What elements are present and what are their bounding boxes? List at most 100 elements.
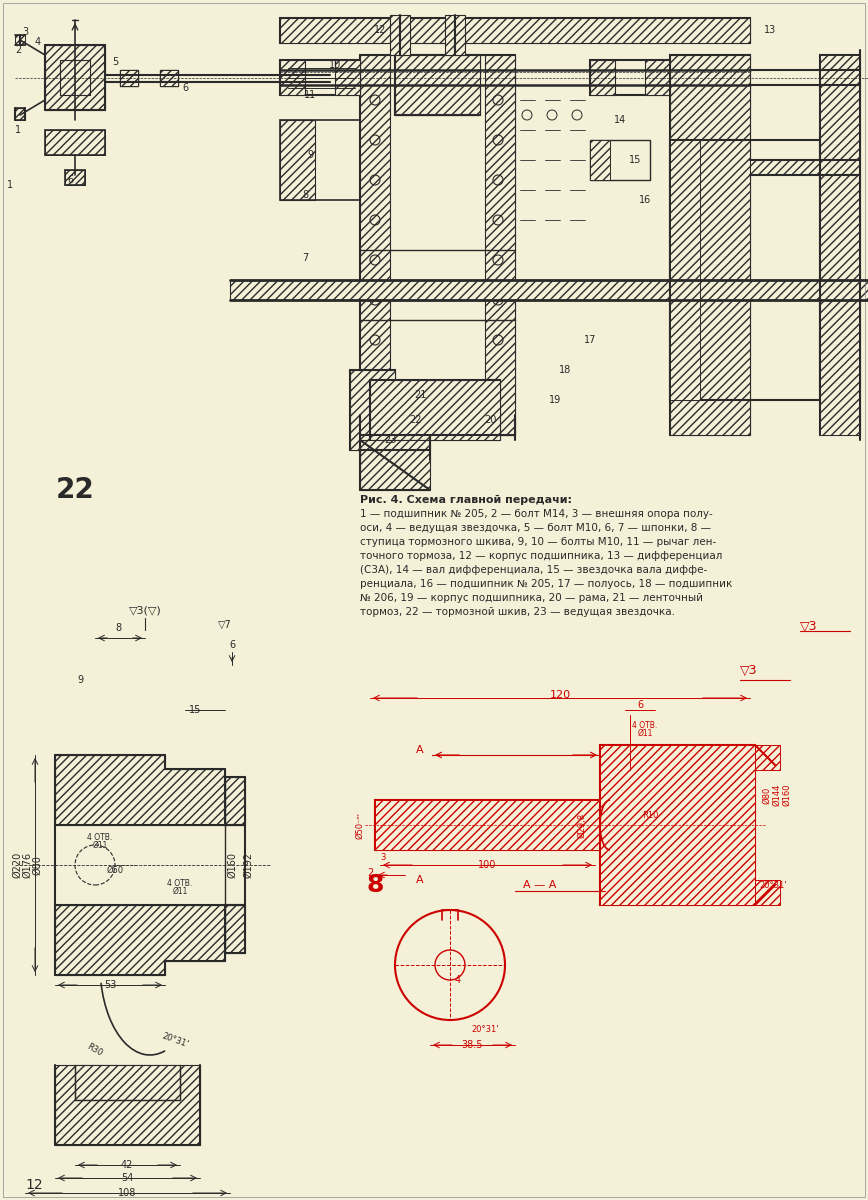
- Text: 15: 15: [628, 155, 641, 164]
- Text: A: A: [416, 875, 424, 886]
- Bar: [375, 800, 600, 850]
- Text: 8: 8: [115, 623, 121, 634]
- Text: 3: 3: [380, 852, 385, 862]
- Text: 4 ОТВ.: 4 ОТВ.: [88, 833, 113, 841]
- Text: 14: 14: [614, 115, 626, 125]
- Text: 38.5: 38.5: [461, 1040, 483, 1050]
- Text: 6: 6: [637, 700, 643, 710]
- Bar: [755, 880, 780, 905]
- Bar: [670, 140, 820, 400]
- Text: оси, 4 — ведущая звездочка, 5 — болт М10, 6, 7 — шпонки, 8 —: оси, 4 — ведущая звездочка, 5 — болт М10…: [360, 523, 711, 533]
- Text: A — A: A — A: [523, 880, 556, 890]
- Text: 13: 13: [764, 25, 776, 35]
- Text: 53: 53: [104, 980, 116, 990]
- Text: Ø176: Ø176: [22, 852, 32, 878]
- Bar: [645, 60, 670, 95]
- Bar: [45, 44, 105, 110]
- Text: № 206, 19 — корпус подшипника, 20 — рама, 21 — ленточный: № 206, 19 — корпус подшипника, 20 — рама…: [360, 593, 703, 602]
- Text: 2: 2: [15, 44, 21, 55]
- Bar: [590, 140, 650, 180]
- Bar: [230, 280, 868, 300]
- Text: 12: 12: [374, 25, 386, 35]
- Bar: [370, 380, 500, 440]
- Bar: [160, 70, 178, 86]
- Text: 42: 42: [121, 1160, 133, 1170]
- Text: Ø192: Ø192: [243, 852, 253, 878]
- Text: 12: 12: [25, 1178, 43, 1192]
- Bar: [120, 70, 138, 86]
- Bar: [670, 55, 750, 434]
- Text: 1: 1: [15, 125, 21, 134]
- Bar: [280, 60, 360, 95]
- Bar: [75, 1066, 180, 1100]
- Bar: [280, 18, 750, 43]
- Text: 1: 1: [7, 180, 13, 190]
- Text: 16: 16: [639, 194, 651, 205]
- Text: 10: 10: [329, 60, 341, 70]
- Bar: [395, 55, 480, 115]
- Bar: [360, 55, 515, 434]
- Text: 5: 5: [112, 56, 118, 67]
- Text: точного тормоза, 12 — корпус подшипника, 13 — дифференциал: точного тормоза, 12 — корпус подшипника,…: [360, 551, 722, 560]
- Bar: [280, 120, 315, 200]
- Text: 4 ОТВ.: 4 ОТВ.: [168, 878, 193, 888]
- Bar: [55, 1066, 200, 1145]
- Text: ▽3(▽): ▽3(▽): [128, 605, 161, 614]
- Bar: [360, 55, 390, 434]
- Text: 21: 21: [414, 390, 426, 400]
- Bar: [485, 55, 515, 434]
- Polygon shape: [55, 755, 245, 826]
- Bar: [15, 35, 25, 44]
- Text: 20°31': 20°31': [161, 1031, 189, 1049]
- Bar: [750, 160, 860, 175]
- Text: 6: 6: [67, 175, 73, 185]
- Bar: [600, 745, 755, 905]
- Text: 4 ОТВ.: 4 ОТВ.: [633, 720, 658, 730]
- Text: Ø29,8: Ø29,8: [577, 812, 587, 838]
- Bar: [590, 60, 615, 95]
- Bar: [590, 140, 610, 180]
- Text: 8: 8: [366, 874, 384, 898]
- Text: 4: 4: [455, 974, 461, 985]
- Bar: [280, 60, 305, 95]
- Text: 20: 20: [483, 415, 496, 425]
- Text: 11: 11: [304, 90, 316, 100]
- Bar: [590, 60, 670, 95]
- Text: ▽3: ▽3: [740, 664, 758, 677]
- Text: R30: R30: [86, 1042, 104, 1058]
- Text: 7: 7: [302, 253, 308, 263]
- Text: 15: 15: [189, 704, 201, 715]
- Text: Ø80: Ø80: [32, 856, 42, 875]
- Bar: [280, 18, 750, 43]
- Bar: [350, 370, 395, 450]
- Text: 108: 108: [118, 1188, 136, 1198]
- Bar: [670, 140, 700, 400]
- Bar: [445, 14, 465, 55]
- Text: тормоз, 22 — тормозной шкив, 23 — ведущая звездочка.: тормоз, 22 — тормозной шкив, 23 — ведуща…: [360, 607, 675, 617]
- Bar: [755, 745, 780, 770]
- Text: ▽3: ▽3: [800, 619, 818, 632]
- Bar: [45, 130, 105, 155]
- Bar: [160, 70, 178, 86]
- Bar: [335, 60, 360, 95]
- Text: 20°31': 20°31': [760, 881, 786, 889]
- Bar: [120, 70, 138, 86]
- Text: Ø144: Ø144: [773, 784, 781, 806]
- Text: Ø160: Ø160: [782, 784, 792, 806]
- Bar: [820, 55, 860, 434]
- Text: 54: 54: [121, 1174, 133, 1183]
- Text: ▽7: ▽7: [218, 620, 232, 630]
- Bar: [65, 170, 85, 185]
- Bar: [360, 440, 430, 490]
- Text: 6: 6: [229, 640, 235, 650]
- Bar: [15, 108, 25, 120]
- Text: ренциала, 16 — подшипник № 205, 17 — полуось, 18 — подшипник: ренциала, 16 — подшипник № 205, 17 — пол…: [360, 578, 733, 589]
- Text: 6: 6: [182, 83, 188, 92]
- Text: A: A: [416, 745, 424, 755]
- Text: Ø160: Ø160: [227, 852, 237, 878]
- Text: 17: 17: [584, 335, 596, 346]
- Text: 19: 19: [549, 395, 561, 404]
- Text: R10: R10: [641, 810, 658, 820]
- Polygon shape: [55, 905, 245, 974]
- Text: (С3А), 14 — вал дифференциала, 15 — звездочка вала диффе-: (С3А), 14 — вал дифференциала, 15 — звез…: [360, 565, 707, 575]
